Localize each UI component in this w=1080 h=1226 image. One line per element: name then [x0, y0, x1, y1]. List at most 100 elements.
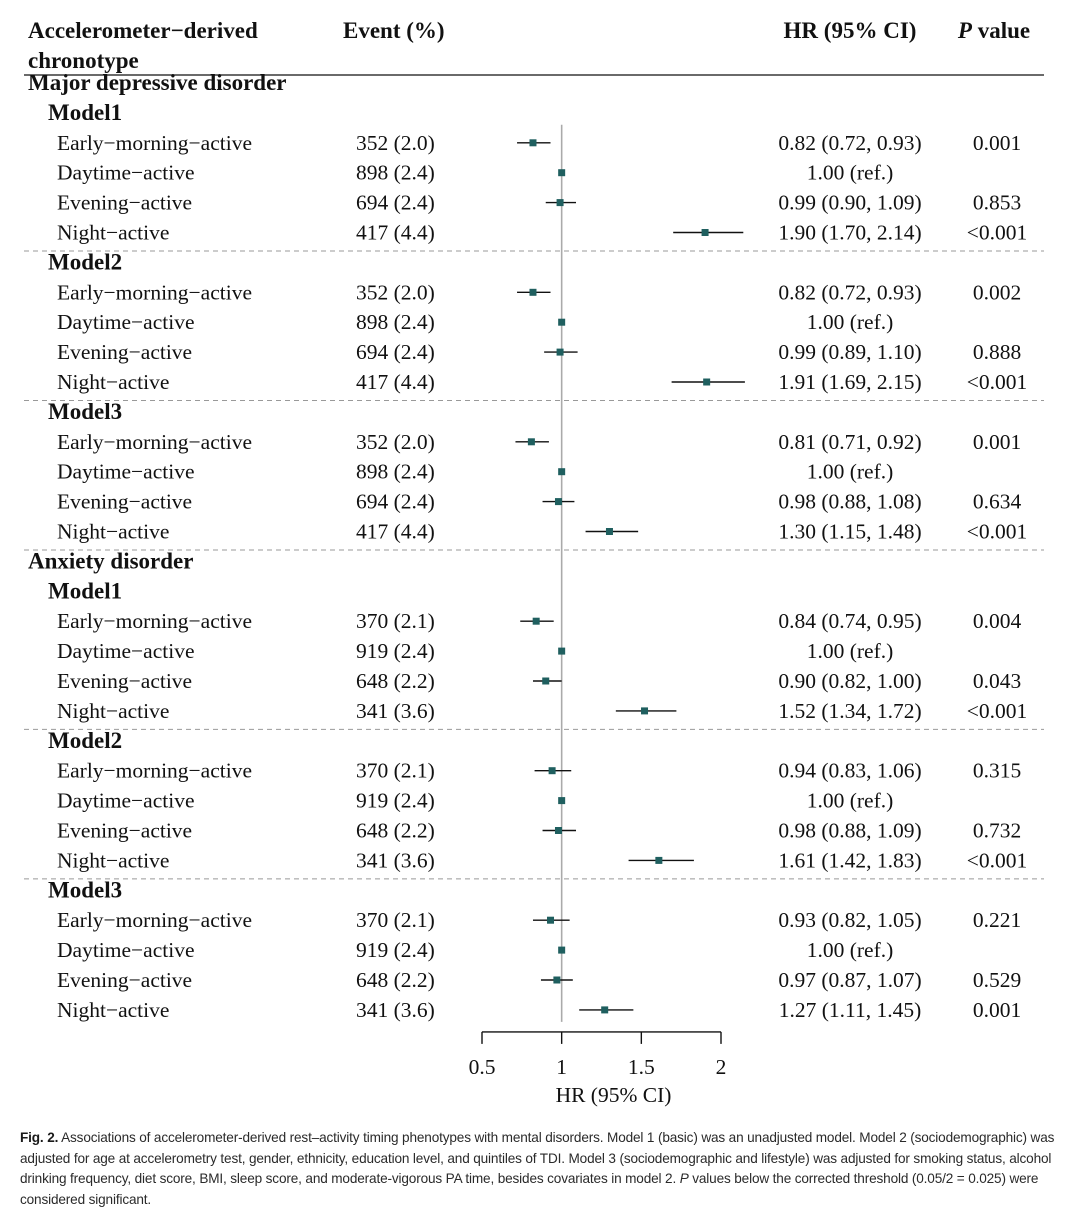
row-p-value: 0.529: [973, 968, 1021, 992]
hr-point: [601, 1006, 609, 1014]
row-event: 898 (2.4): [356, 460, 435, 484]
row-p-value: 0.043: [973, 669, 1021, 693]
hr-point: [532, 617, 540, 625]
row-event: 352 (2.0): [356, 430, 435, 454]
row-label: Daytime−active: [57, 161, 194, 185]
row-hr-text: 0.82 (0.72, 0.93): [778, 131, 921, 155]
row-hr-text: 1.00 (ref.): [807, 639, 894, 663]
row-label: Early−morning−active: [57, 131, 252, 155]
row-hr-text: 1.00 (ref.): [807, 789, 894, 813]
row-p-value: <0.001: [967, 699, 1028, 723]
row-label: Daytime−active: [57, 310, 194, 334]
row-label: Evening−active: [57, 490, 192, 514]
row-hr-text: 1.91 (1.69, 2.15): [778, 370, 921, 394]
row-p-value: <0.001: [967, 370, 1028, 394]
row-hr-text: 0.90 (0.82, 1.00): [778, 669, 921, 693]
row-event: 898 (2.4): [356, 310, 435, 334]
row-event: 898 (2.4): [356, 161, 435, 185]
row-event: 370 (2.1): [356, 609, 435, 633]
row-p-value: 0.315: [973, 759, 1021, 783]
row-event: 648 (2.2): [356, 819, 435, 843]
row-event: 417 (4.4): [356, 221, 435, 245]
row-label: Evening−active: [57, 191, 192, 215]
row-hr-text: 0.81 (0.71, 0.92): [778, 430, 921, 454]
hr-point: [556, 199, 564, 207]
row-p-value: 0.888: [973, 340, 1021, 364]
row-label: Early−morning−active: [57, 280, 252, 304]
row-p-value: 0.001: [973, 430, 1021, 454]
figure-caption: Fig. 2. Associations of accelerometer-de…: [20, 1128, 1060, 1210]
row-label: Night−active: [57, 221, 169, 245]
row-event: 694 (2.4): [356, 340, 435, 364]
hr-point: [558, 169, 566, 177]
row-label: Daytime−active: [57, 639, 194, 663]
row-hr-text: 1.00 (ref.): [807, 161, 894, 185]
hr-point: [529, 139, 537, 147]
row-hr-text: 0.99 (0.90, 1.09): [778, 191, 921, 215]
row-label: Night−active: [57, 699, 169, 723]
row-event: 648 (2.2): [356, 669, 435, 693]
row-hr-text: 0.84 (0.74, 0.95): [778, 609, 921, 633]
x-axis-label: HR (95% CI): [556, 1083, 672, 1107]
row-hr-text: 0.93 (0.82, 1.05): [778, 908, 921, 932]
model-header: Model2: [48, 249, 122, 274]
model-header: Model1: [48, 578, 122, 603]
row-label: Night−active: [57, 520, 169, 544]
row-hr-text: 0.98 (0.88, 1.08): [778, 490, 921, 514]
row-event: 417 (4.4): [356, 520, 435, 544]
hr-point: [554, 498, 562, 506]
row-p-value: <0.001: [967, 520, 1028, 544]
row-label: Early−morning−active: [57, 430, 252, 454]
row-event: 341 (3.6): [356, 848, 435, 872]
row-event: 370 (2.1): [356, 759, 435, 783]
hr-point: [655, 856, 663, 864]
column-header-chronotype-line2: chronotype: [28, 48, 139, 73]
row-p-value: 0.002: [973, 280, 1021, 304]
row-hr-text: 1.61 (1.42, 1.83): [778, 848, 921, 872]
model-header: Model2: [48, 728, 122, 753]
row-event: 352 (2.0): [356, 280, 435, 304]
model-header: Model3: [48, 877, 122, 902]
row-label: Night−active: [57, 848, 169, 872]
row-p-value: 0.001: [973, 998, 1021, 1022]
row-event: 919 (2.4): [356, 639, 435, 663]
row-event: 352 (2.0): [356, 131, 435, 155]
row-label: Daytime−active: [57, 789, 194, 813]
hr-point: [641, 707, 649, 715]
row-p-value: <0.001: [967, 221, 1028, 245]
row-label: Early−morning−active: [57, 908, 252, 932]
caption-text-part2: values below the corrected threshold (0.…: [20, 1171, 1039, 1207]
row-p-value: 0.001: [973, 131, 1021, 155]
row-label: Evening−active: [57, 669, 192, 693]
row-hr-text: 1.52 (1.34, 1.72): [778, 699, 921, 723]
row-hr-text: 1.27 (1.11, 1.45): [779, 998, 922, 1022]
hr-point: [558, 468, 566, 476]
row-hr-text: 1.00 (ref.): [807, 460, 894, 484]
row-hr-text: 0.97 (0.87, 1.07): [778, 968, 921, 992]
x-tick-label: 1: [556, 1055, 567, 1079]
row-event: 919 (2.4): [356, 789, 435, 813]
hr-point: [547, 916, 555, 924]
row-label: Evening−active: [57, 340, 192, 364]
forest-plot: Accelerometer−derived chronotype Event (%)…: [24, 18, 1044, 1107]
row-hr-text: 1.90 (1.70, 2.14): [778, 221, 921, 245]
column-header-p-italic: P: [957, 18, 973, 43]
hr-point: [556, 348, 564, 356]
column-header-event: Event (%): [343, 18, 445, 43]
column-header-hr: HR (95% CI): [784, 18, 917, 43]
hr-point: [553, 976, 561, 984]
group-header: Major depressive disorder: [28, 70, 287, 95]
row-p-value: 0.634: [973, 490, 1022, 514]
hr-point: [558, 797, 566, 805]
row-hr-text: 0.99 (0.89, 1.10): [778, 340, 921, 364]
row-label: Night−active: [57, 998, 169, 1022]
row-label: Night−active: [57, 370, 169, 394]
row-hr-text: 0.98 (0.88, 1.09): [778, 819, 921, 843]
row-label: Daytime−active: [57, 938, 194, 962]
row-event: 648 (2.2): [356, 968, 435, 992]
row-event: 370 (2.1): [356, 908, 435, 932]
caption-text-part1: Associations of accelerometer-derived re…: [20, 1130, 1055, 1186]
row-p-value: 0.221: [973, 908, 1021, 932]
row-event: 417 (4.4): [356, 370, 435, 394]
